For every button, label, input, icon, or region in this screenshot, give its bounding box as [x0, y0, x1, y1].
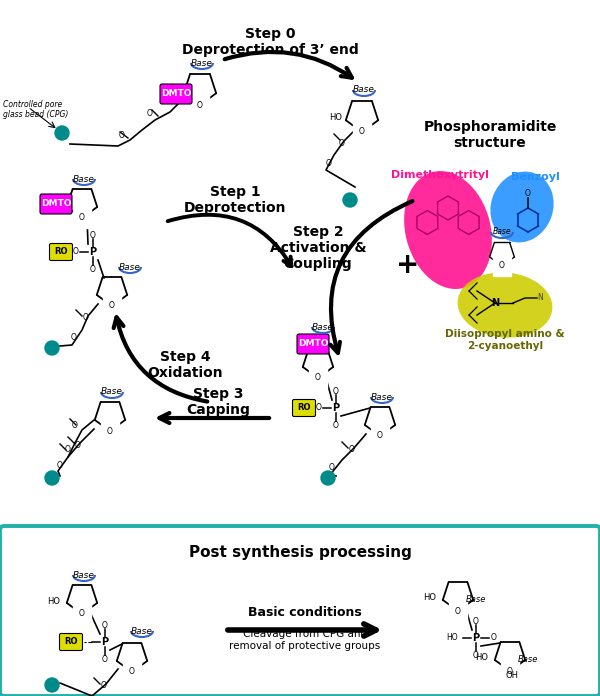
Text: O: O	[197, 100, 203, 109]
Text: Base: Base	[371, 393, 393, 402]
Text: Step 0
Deprotection of 3’ end: Step 0 Deprotection of 3’ end	[182, 27, 358, 57]
Circle shape	[55, 126, 69, 140]
Text: O: O	[79, 610, 85, 619]
FancyBboxPatch shape	[293, 400, 316, 416]
Circle shape	[45, 341, 59, 355]
Ellipse shape	[458, 272, 553, 338]
Text: O: O	[65, 445, 71, 454]
FancyBboxPatch shape	[40, 194, 72, 214]
Text: DMTO: DMTO	[298, 340, 328, 349]
Circle shape	[45, 678, 59, 692]
Text: O: O	[102, 654, 108, 663]
FancyBboxPatch shape	[297, 334, 329, 354]
Text: Step 1
Deprotection: Step 1 Deprotection	[184, 185, 286, 215]
Text: O: O	[316, 404, 322, 413]
Text: Controlled pore
glass bead (CPG): Controlled pore glass bead (CPG)	[3, 100, 68, 120]
Text: Base: Base	[119, 262, 141, 271]
Text: N: N	[537, 294, 543, 303]
Text: RO: RO	[64, 638, 78, 647]
Text: Base: Base	[466, 596, 487, 605]
Text: Dimethoxytrityl: Dimethoxytrityl	[391, 170, 489, 180]
Text: DMTO: DMTO	[161, 90, 191, 99]
Text: Base: Base	[131, 626, 153, 635]
Text: P: P	[472, 633, 479, 643]
Text: O: O	[507, 667, 513, 676]
Text: O: O	[73, 248, 79, 257]
Text: +: +	[397, 251, 419, 279]
Text: O: O	[101, 681, 107, 690]
Text: P: P	[101, 637, 109, 647]
Text: Base: Base	[73, 571, 95, 580]
Text: O: O	[107, 427, 113, 436]
Text: O: O	[359, 127, 365, 136]
Text: Base: Base	[73, 175, 95, 184]
Text: Base: Base	[312, 322, 334, 331]
Text: O: O	[339, 139, 345, 148]
FancyBboxPatch shape	[160, 84, 192, 104]
Ellipse shape	[490, 171, 554, 242]
Text: HO: HO	[47, 596, 60, 606]
Text: O: O	[525, 189, 531, 198]
Text: O: O	[499, 262, 505, 271]
Text: P: P	[89, 247, 97, 257]
Text: O: O	[71, 333, 77, 342]
Text: Phosphoramidite
structure: Phosphoramidite structure	[424, 120, 557, 150]
FancyBboxPatch shape	[59, 633, 83, 651]
Text: DMTO: DMTO	[41, 200, 71, 209]
Text: RO: RO	[54, 248, 68, 257]
Circle shape	[343, 193, 357, 207]
Text: HO: HO	[423, 594, 436, 603]
Text: O: O	[455, 606, 461, 615]
Text: Base: Base	[353, 86, 375, 95]
Text: O: O	[109, 301, 115, 310]
Text: Diisopropyl amino &
2-cyanoethyl: Diisopropyl amino & 2-cyanoethyl	[445, 329, 565, 351]
Text: RO: RO	[297, 404, 311, 413]
Text: O: O	[473, 651, 479, 660]
Text: O: O	[72, 420, 78, 429]
Circle shape	[45, 471, 59, 485]
FancyBboxPatch shape	[0, 526, 600, 696]
Text: O: O	[90, 230, 96, 239]
Text: P: P	[332, 403, 340, 413]
Text: Cleavage from CPG and
removal of protective groups: Cleavage from CPG and removal of protect…	[229, 629, 380, 651]
Text: Base: Base	[493, 228, 511, 237]
Text: O: O	[90, 264, 96, 274]
Text: O: O	[315, 374, 321, 383]
Text: O: O	[333, 386, 339, 395]
Text: N: N	[491, 298, 499, 308]
Text: Base: Base	[191, 58, 213, 68]
Text: O: O	[473, 617, 479, 626]
Text: O: O	[75, 441, 81, 450]
Text: O: O	[349, 445, 355, 454]
Text: Base: Base	[518, 656, 538, 665]
Text: Basic conditions: Basic conditions	[248, 606, 362, 619]
Text: Post synthesis processing: Post synthesis processing	[188, 544, 412, 560]
Text: O: O	[329, 464, 335, 473]
Text: O: O	[102, 621, 108, 629]
Text: HO: HO	[475, 654, 488, 663]
Text: O: O	[491, 633, 497, 642]
Text: O: O	[326, 159, 332, 168]
Text: O: O	[333, 420, 339, 429]
Text: O: O	[119, 132, 125, 141]
Circle shape	[321, 471, 335, 485]
Text: OH: OH	[505, 670, 518, 679]
Text: O: O	[377, 432, 383, 441]
Text: O: O	[147, 109, 153, 118]
Text: O: O	[83, 313, 89, 322]
Text: Step 4
Oxidation: Step 4 Oxidation	[147, 350, 223, 380]
Text: HO: HO	[446, 633, 458, 642]
Text: O: O	[129, 667, 135, 677]
Text: Step 2
Activation &
Coupling: Step 2 Activation & Coupling	[270, 225, 366, 271]
Text: HO: HO	[329, 113, 343, 122]
Text: Step 3
Capping: Step 3 Capping	[186, 387, 250, 417]
Text: Base: Base	[101, 388, 123, 397]
Ellipse shape	[404, 171, 492, 289]
Text: O: O	[57, 461, 63, 470]
Text: O: O	[79, 214, 85, 223]
Text: Benzoyl: Benzoyl	[511, 172, 559, 182]
FancyBboxPatch shape	[49, 244, 73, 260]
